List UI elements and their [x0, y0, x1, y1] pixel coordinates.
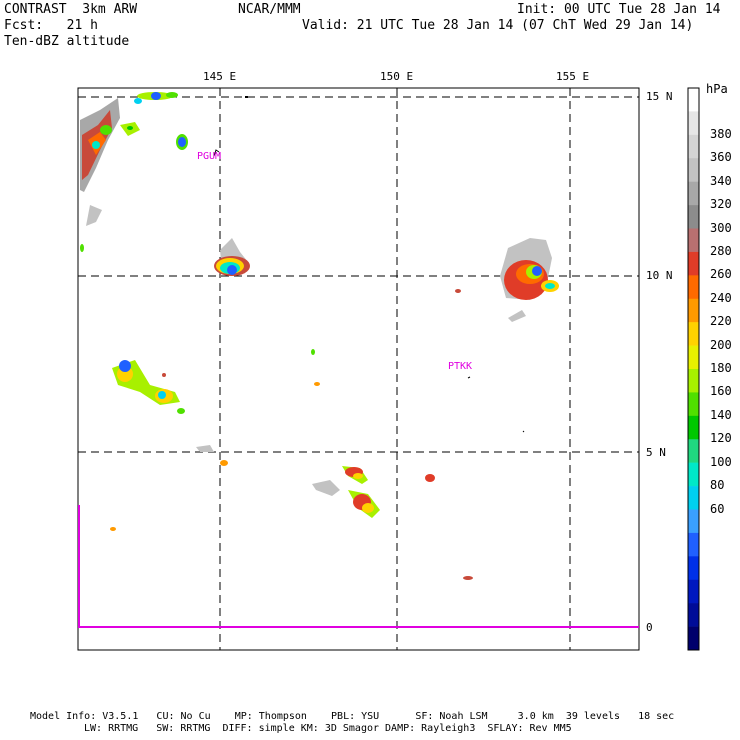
colorbar-swatch — [688, 228, 699, 253]
colorbar-swatch — [688, 603, 699, 627]
colorbar-swatch — [688, 158, 699, 182]
org-label: NCAR/MMM — [238, 2, 301, 17]
lon-label-155: 155 E — [556, 70, 590, 83]
echo-western-7n — [112, 360, 185, 414]
colorbar-swatch — [688, 298, 699, 323]
guam-coast — [213, 149, 220, 157]
footer-model-info: Model Info: V3.5.1 CU: No Cu MP: Thompso… — [30, 711, 675, 722]
colorbar-label: 360 — [710, 150, 732, 165]
echo-small-c — [220, 460, 228, 466]
lon-label-150: 150 E — [380, 70, 414, 83]
echo-top-strip — [134, 92, 178, 104]
colorbar-label: 80 — [710, 478, 725, 493]
echo-nw-cluster — [80, 98, 140, 252]
colorbar-swatch — [688, 509, 699, 534]
forecast-hour: Fcst: 21 h — [4, 18, 98, 33]
colorbar-frame — [687, 87, 700, 651]
lon-label-145: 145 E — [203, 70, 237, 83]
colorbar-swatch — [688, 579, 699, 604]
colorbar-swatch — [688, 439, 699, 463]
echo-guam-north — [176, 134, 188, 150]
echo-154e-10n — [455, 238, 559, 322]
colorbar-swatch — [688, 369, 699, 393]
lat-label-10n: 10 N — [646, 269, 673, 282]
echo-small-a — [311, 349, 315, 355]
colorbar-label: 160 — [710, 384, 732, 399]
colorbar-swatch — [688, 532, 699, 557]
station-label-pgum: PGUM — [197, 151, 222, 162]
colorbar-label: 300 — [710, 220, 732, 235]
colorbar-label: 120 — [710, 431, 732, 446]
colorbar-label: 60 — [710, 501, 725, 516]
colorbar-label: 200 — [710, 337, 732, 352]
pohnpei-coast — [467, 376, 471, 379]
echo-small-b — [314, 382, 320, 386]
colorbar-swatch — [688, 111, 699, 136]
graticule — [78, 88, 639, 650]
colorbar-label: 140 — [710, 407, 732, 422]
colorbar-swatch — [688, 415, 699, 440]
colorbar-label: 380 — [710, 126, 732, 141]
colorbar-swatch — [688, 345, 699, 370]
lat-label-5n: 5 N — [646, 446, 666, 459]
station-markers — [213, 96, 525, 433]
domain-boundary — [78, 505, 639, 628]
colorbar-label: 280 — [710, 243, 732, 258]
colorbar-swatch — [688, 322, 699, 346]
colorbar-label: 220 — [710, 314, 732, 329]
echo-148e-4n — [312, 466, 380, 518]
colorbar-label: 100 — [710, 454, 732, 469]
footer-physics-info: LW: RRTMG SW: RRTMG DIFF: simple KM: 3D … — [84, 723, 572, 734]
colorbar-swatch — [688, 556, 699, 581]
colorbar-label: 180 — [710, 361, 732, 375]
colorbar-swatch — [688, 205, 699, 229]
colorbar-swatch — [688, 251, 699, 276]
colorbar-swatch — [688, 392, 699, 417]
colorbar-swatch — [688, 88, 699, 112]
echo-small-f — [425, 474, 435, 482]
colorbar-swatch — [688, 462, 699, 487]
valid-time: Valid: 21 UTC Tue 28 Jan 14 (07 ChT Wed … — [302, 18, 694, 33]
colorbar-label: 320 — [710, 197, 732, 212]
colorbar-label: 260 — [710, 267, 732, 282]
colorbar-swatch — [688, 134, 699, 159]
colorbar-label: 240 — [710, 290, 732, 305]
colorbar-swatch — [688, 486, 699, 510]
echo-features — [80, 92, 559, 580]
echo-small-d — [196, 445, 214, 452]
echo-small-e — [110, 527, 116, 531]
map-frame — [77, 87, 640, 651]
field-name: Ten-dBZ altitude — [4, 34, 130, 49]
station-label-ptkk: PTKK — [448, 361, 473, 372]
colorbar — [687, 87, 700, 651]
colorbar-swatch — [688, 181, 699, 206]
lat-label-15n: 15 N — [646, 90, 673, 103]
colorbar-label: 340 — [710, 173, 732, 188]
colorbar-swatch — [688, 275, 699, 300]
colorbar-swatch — [688, 626, 699, 651]
model-title: CONTRAST 3km ARW — [4, 2, 138, 17]
init-time: Init: 00 UTC Tue 28 Jan 14 — [517, 2, 721, 17]
echo-145e-10n — [214, 238, 250, 276]
echo-small-g — [463, 576, 473, 580]
colorbar-unit: hPa — [706, 82, 728, 96]
lat-label-0: 0 — [646, 621, 653, 634]
